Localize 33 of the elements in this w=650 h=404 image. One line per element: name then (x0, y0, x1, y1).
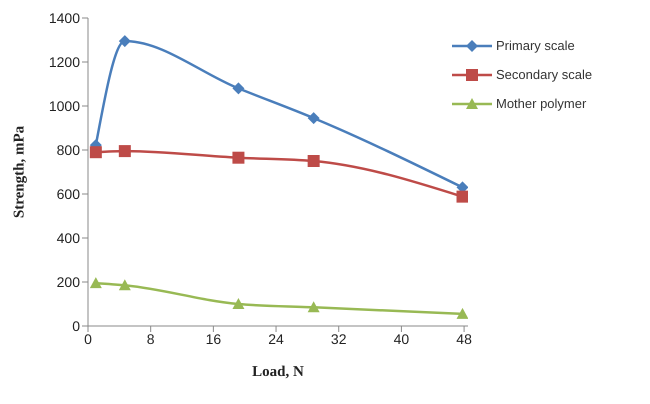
y-tick-label: 600 (56, 186, 80, 202)
x-tick-label: 8 (146, 330, 155, 347)
x-tick-label: 0 (84, 330, 92, 347)
legend-label: Mother polymer (496, 96, 586, 111)
x-tick-label: 24 (268, 330, 284, 347)
y-tick-label: 200 (56, 274, 80, 290)
x-tick-label: 48 (456, 330, 472, 347)
point (308, 112, 320, 124)
point (456, 190, 468, 203)
y-axis-title: Strength, mPa (11, 125, 28, 218)
point (118, 145, 131, 158)
y-tick-label: 1400 (48, 10, 80, 26)
legend-label: Primary scale (496, 38, 575, 53)
y-tick-label: 1000 (48, 98, 80, 114)
point (232, 82, 244, 94)
y-tick-label: 1200 (48, 54, 80, 70)
legend-label: Secondary scale (496, 67, 592, 82)
point (232, 298, 244, 309)
point (308, 301, 320, 312)
point (90, 146, 102, 158)
point (308, 155, 320, 167)
point (456, 308, 468, 319)
x-tick-label: 40 (394, 330, 410, 347)
y-tick-label: 400 (56, 230, 80, 246)
point (232, 152, 244, 164)
y-tick-label: 800 (56, 142, 80, 158)
point (118, 35, 131, 48)
point (118, 279, 131, 290)
y-tick-label: 0 (72, 318, 80, 334)
point (90, 277, 102, 288)
x-axis-title: Load, N (252, 364, 304, 380)
x-tick-label: 16 (206, 330, 222, 347)
x-tick-label: 32 (330, 330, 347, 347)
